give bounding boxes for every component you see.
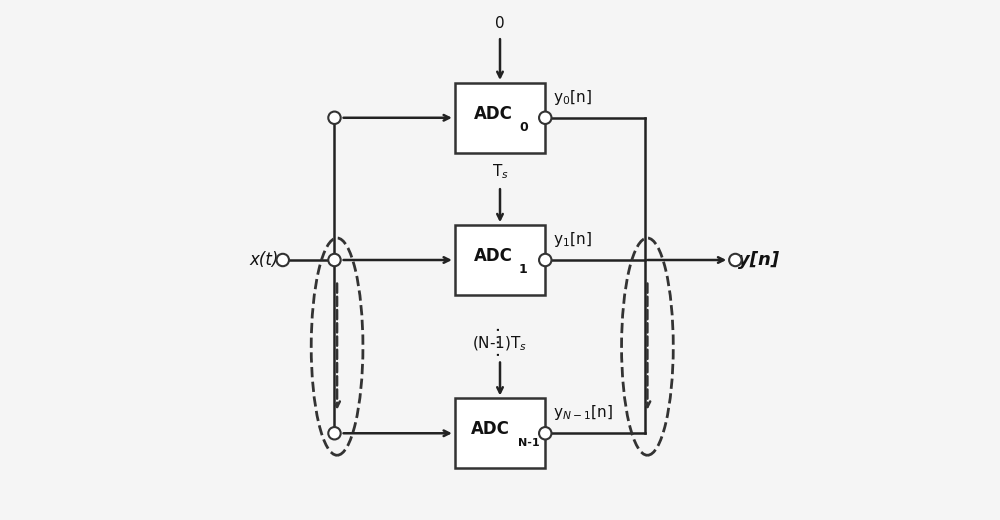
Text: (N-1)T$_s$: (N-1)T$_s$ [472,334,528,353]
Circle shape [328,427,341,439]
Circle shape [277,254,289,266]
Text: ADC: ADC [474,247,513,265]
FancyBboxPatch shape [455,398,545,468]
Text: x(t): x(t) [249,251,279,269]
Text: ADC: ADC [474,105,513,123]
Text: N-1: N-1 [518,437,540,448]
Text: 1: 1 [519,263,528,276]
Text: · · ·: · · · [490,326,510,357]
Text: 0: 0 [519,121,528,134]
FancyBboxPatch shape [455,225,545,295]
Circle shape [328,112,341,124]
Circle shape [539,112,551,124]
Text: y$_0$[n]: y$_0$[n] [553,87,592,107]
Circle shape [539,254,551,266]
Text: y$_{N-1}$[n]: y$_{N-1}$[n] [553,403,613,422]
Circle shape [539,427,551,439]
Text: T$_s$: T$_s$ [492,162,508,181]
Text: y[n]: y[n] [738,251,779,269]
Text: 0: 0 [495,16,505,31]
FancyBboxPatch shape [455,83,545,153]
Circle shape [729,254,742,266]
Text: y$_1$[n]: y$_1$[n] [553,230,592,249]
Circle shape [328,254,341,266]
Text: ADC: ADC [471,420,510,438]
